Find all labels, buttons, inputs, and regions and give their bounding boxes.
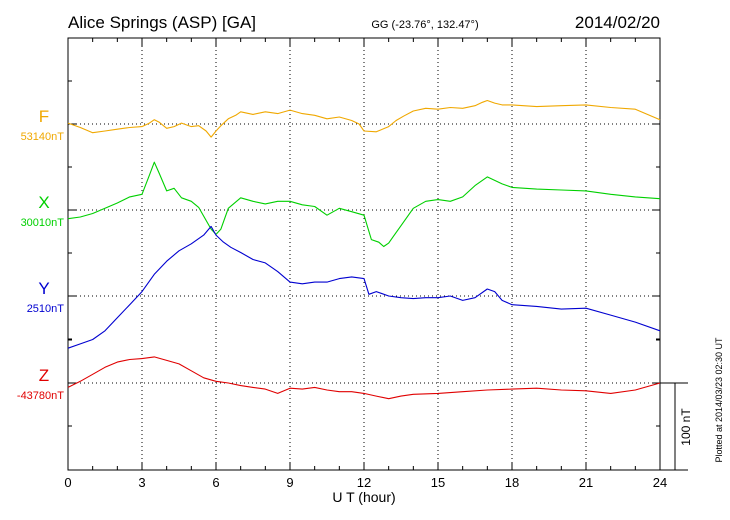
series-labels: F 53140nT X 30010nT Y 2510nT Z -43780nT: [17, 107, 64, 402]
station-title: Alice Springs (ASP) [GA]: [68, 13, 256, 32]
series-name-z: Z: [39, 366, 49, 385]
series-line-y: [67, 225, 661, 349]
x-tick-labels: 0 3 6 9 12 15 18 21 24: [64, 475, 667, 490]
x-tick-label: 9: [286, 475, 293, 490]
series-baseline-z: -43780nT: [17, 390, 64, 402]
series-line-x: [67, 161, 661, 248]
x-axis-label: U T (hour): [332, 489, 395, 505]
x-tick-label: 24: [653, 475, 667, 490]
series-line-f: [67, 99, 661, 138]
x-tick-label: 0: [64, 475, 71, 490]
scale-bar-label: 100 nT: [679, 408, 693, 446]
series-baseline-y: 2510nT: [27, 303, 65, 315]
x-tick-label: 3: [138, 475, 145, 490]
x-tick-label: 21: [579, 475, 593, 490]
series-line-z: [67, 356, 661, 400]
x-tick-label: 6: [212, 475, 219, 490]
series-baseline-f: 53140nT: [21, 131, 65, 143]
plotted-at-note: Plotted at 2014/03/23 02:30 UT: [714, 337, 724, 463]
series-name-f: F: [39, 107, 49, 126]
grid: [68, 38, 660, 470]
x-tick-label: 15: [431, 475, 445, 490]
x-tick-label: 18: [505, 475, 519, 490]
x-tick-label: 12: [357, 475, 371, 490]
station-coordinates: GG (-23.76°, 132.47°): [371, 19, 478, 31]
series-name-y: Y: [38, 279, 49, 298]
series-baseline-x: 30010nT: [21, 217, 65, 229]
date-label: 2014/02/20: [575, 13, 660, 32]
scale-bar: 100 nT: [660, 382, 693, 471]
series-lines: [67, 99, 661, 400]
series-name-x: X: [38, 193, 49, 212]
